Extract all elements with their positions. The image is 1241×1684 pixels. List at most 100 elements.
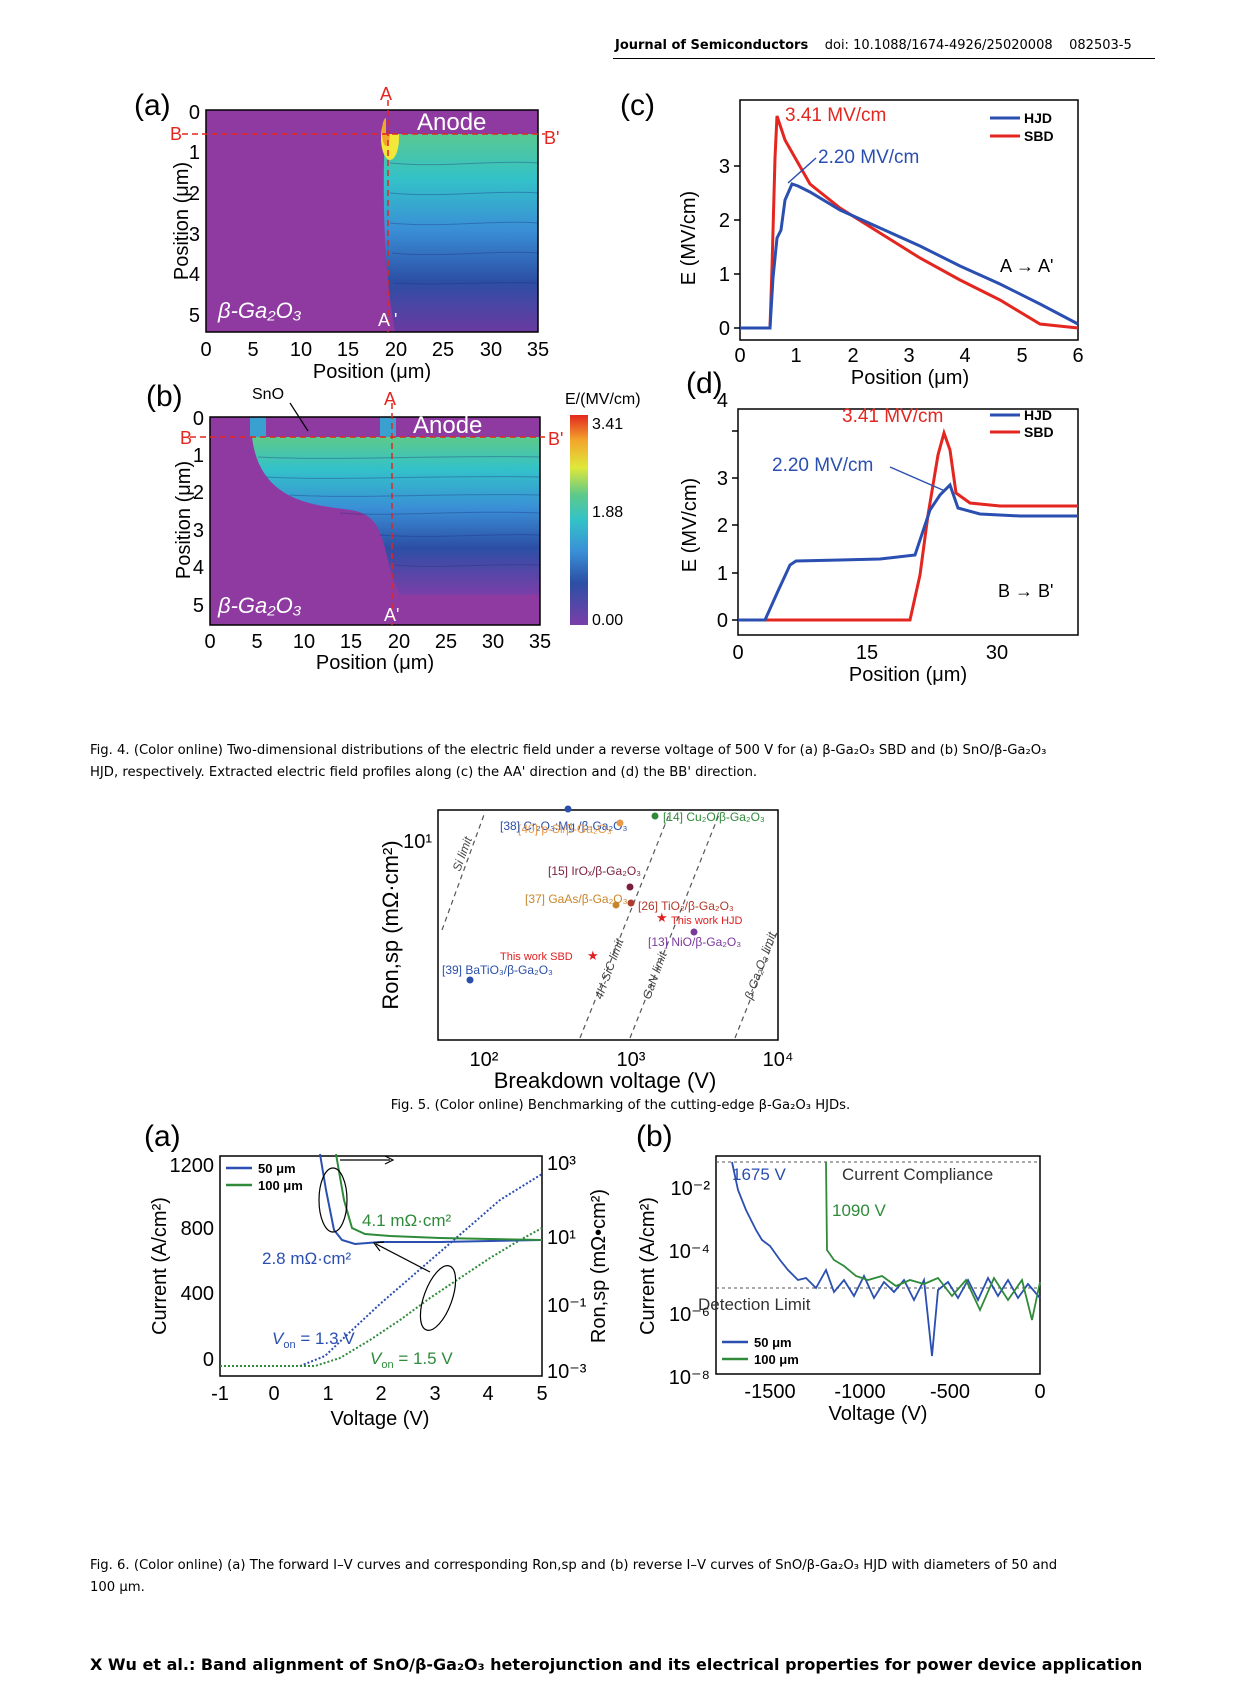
x-axis-label: Breakdown voltage (V) <box>494 1068 717 1093</box>
x-axis-label: Position (μm) <box>313 361 431 383</box>
x-tick: 3 <box>903 345 914 367</box>
label-14: [14] Cu₂O/β-Ga₂O₃ <box>663 810 765 824</box>
cut-label-b: B <box>170 124 182 144</box>
colorbar <box>570 415 588 625</box>
y-axis-label: Position (μm) <box>171 162 193 280</box>
x-tick: 2 <box>375 1383 386 1405</box>
x-tick: 15 <box>337 339 359 361</box>
y-tick: 10¹ <box>403 831 432 853</box>
y-tick: 3 <box>717 468 728 490</box>
label-38: [38] Cr₂O₃:Mg /β-Ga₂O₃ <box>500 819 627 833</box>
anode-label: Anode <box>417 109 486 136</box>
x-tick: 30 <box>480 339 502 361</box>
fig4b-contour-map: (b) SnO Anode β-Ga₂O₃ A A' B B' 0 1 2 3 … <box>146 380 641 674</box>
x-tick: 0 <box>200 339 211 361</box>
material-label: β-Ga₂O₃ <box>217 298 302 323</box>
x-tick: 2 <box>847 345 858 367</box>
limit-sic: 4H-SiC limit <box>592 936 627 1001</box>
x-tick: 35 <box>529 631 551 653</box>
label-15: [15] IrOₓ/β-Ga₂O₃ <box>548 864 641 878</box>
y-tick: 2 <box>719 210 730 232</box>
fig5-caption: Fig. 5. (Color online) Benchmarking of t… <box>390 1098 851 1113</box>
sno-label: SnO <box>252 386 284 403</box>
cut-label-a: A <box>384 389 396 409</box>
x-tick: 5 <box>1016 345 1027 367</box>
x-tick: 15 <box>856 642 878 664</box>
direction-label: B → B' <box>998 581 1053 601</box>
fig4c-field-profile: 0 1 2 3 0 1 2 3 4 5 6 (c) 3.41 MV/cm 2.2… <box>620 89 1084 389</box>
cut-label-b: B <box>180 428 192 448</box>
point-26 <box>627 899 635 907</box>
fig5-benchmark-plot: Si limit 4H-SiC limit GaN limit β-Ga₂O₃ … <box>378 805 793 1093</box>
colorbar-tick: 3.41 <box>592 416 623 433</box>
x-tick: 6 <box>1072 345 1083 367</box>
von-50: Von = 1.3 V <box>272 1329 355 1351</box>
y-tick: 4 <box>193 557 204 579</box>
x-tick: -1500 <box>744 1381 795 1403</box>
x-tick: 10 <box>293 631 315 653</box>
x-tick: 5 <box>251 631 262 653</box>
y-tick: 0 <box>203 1349 214 1371</box>
y-right-tick: 10⁻³ <box>547 1361 587 1383</box>
y-right-axis-label: Ron,sp (mΩ•cm²) <box>588 1189 610 1343</box>
fig4-caption-line2: HJD, respectively. Extracted electric fi… <box>90 765 758 780</box>
fig6-caption: Fig. 6. (Color online) (a) The forward I… <box>90 1555 1156 1599</box>
fig4-caption: Fig. 4. (Color online) Two-dimensional d… <box>90 740 1156 784</box>
x-tick: -1 <box>211 1383 229 1405</box>
bv-100: 1090 V <box>832 1201 887 1220</box>
fig4-caption-line1: Fig. 4. (Color online) Two-dimensional d… <box>90 743 1047 758</box>
von-100-sub: on <box>381 1359 393 1371</box>
y-tick: 800 <box>181 1218 214 1240</box>
x-tick: 0 <box>268 1383 279 1405</box>
von-100-val: = 1.5 V <box>394 1349 454 1368</box>
label-hjd: This work HJD <box>671 915 743 927</box>
label-40: [40] p-Si/β-Ga₂O₃ <box>518 822 612 836</box>
x-axis-label: Voltage (V) <box>829 1403 928 1425</box>
y-tick: 3 <box>719 156 730 178</box>
y-tick: 3 <box>189 224 200 246</box>
point-38 <box>564 805 572 813</box>
cut-label-b-prime: B' <box>544 128 559 148</box>
x-tick: 0 <box>734 345 745 367</box>
legend-50um: 50 μm <box>754 1335 792 1350</box>
legend-100um: 100 μm <box>754 1352 799 1367</box>
y-tick: 1 <box>189 142 200 164</box>
cut-label-a-prime: A' <box>384 605 399 625</box>
y-tick: 5 <box>189 305 200 327</box>
point-15 <box>626 883 634 891</box>
detection-label: Detection Limit <box>698 1295 811 1314</box>
von-50-v: V <box>272 1329 285 1348</box>
y-tick: 1 <box>193 445 204 467</box>
peak-sbd: 3.41 MV/cm <box>785 105 886 126</box>
fig4d-field-profile: 0 1 2 3 4 0 15 30 (d) 3.41 MV/cm 2.20 MV… <box>679 367 1079 686</box>
y-tick: 400 <box>181 1283 214 1305</box>
cut-label-b-prime: B' <box>548 429 563 449</box>
y-tick: 0 <box>193 408 204 430</box>
x-tick: 3 <box>429 1383 440 1405</box>
fig6b-reverse-iv: 10⁻² 10⁻⁴ 10⁻⁶ 10⁻⁸ -1500 -1000 -500 0 (… <box>636 1120 1046 1425</box>
x-tick: 30 <box>986 642 1008 664</box>
cut-label-a: A <box>380 84 392 104</box>
y-axis-label: Position (μm) <box>173 461 195 579</box>
peak-hjd: 2.20 MV/cm <box>772 455 873 476</box>
x-tick: 10² <box>470 1049 499 1071</box>
legend-sbd: SBD <box>1024 128 1054 144</box>
y-tick: 10⁻⁸ <box>669 1367 710 1389</box>
bv-50: 1675 V <box>732 1165 787 1184</box>
label-13: [13] NiO/β-Ga₂O₃ <box>648 935 741 949</box>
material-label: β-Ga₂O₃ <box>217 593 302 618</box>
y-tick: 3 <box>193 520 204 542</box>
y-tick: 5 <box>193 595 204 617</box>
x-tick: 0 <box>1034 1381 1045 1403</box>
label-26: [26] TiO₂/β-Ga₂O₃ <box>638 899 734 913</box>
running-footer: X Wu et al.: Band alignment of SnO/β-Ga₂… <box>90 1655 1143 1674</box>
point-40 <box>616 819 624 827</box>
panel-label: (b) <box>636 1120 673 1153</box>
panel-label: (c) <box>620 89 655 122</box>
journal-name: Journal of Semiconductors <box>615 38 809 53</box>
y-tick: 0 <box>717 610 728 632</box>
y-tick: 0 <box>719 318 730 340</box>
x-tick: 20 <box>388 631 410 653</box>
x-axis-label: Position (μm) <box>849 664 967 686</box>
legend-sbd: SBD <box>1024 424 1054 440</box>
